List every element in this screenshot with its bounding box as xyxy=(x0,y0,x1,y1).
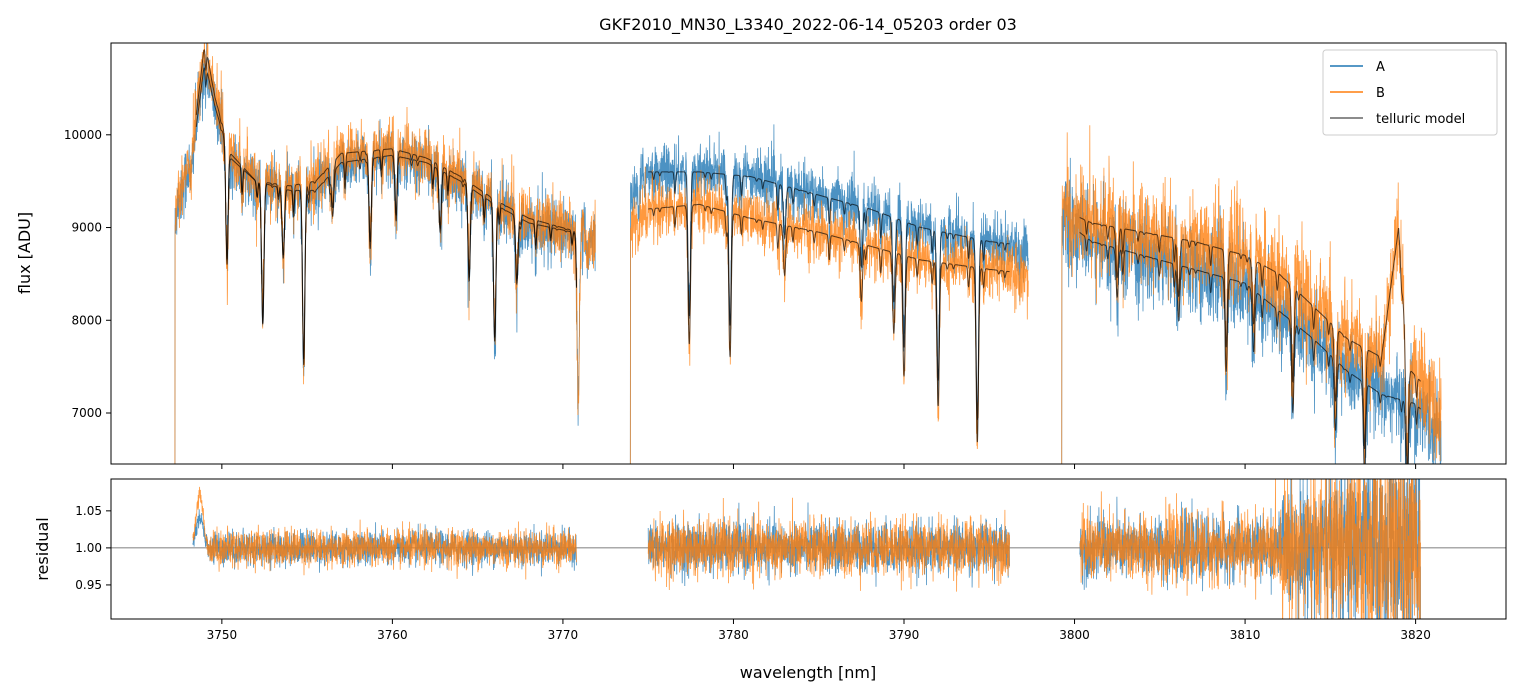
series-a-segment-1 xyxy=(174,43,596,464)
telluric-model-b-segment-3 xyxy=(1079,217,1421,464)
telluric-model-a-segment-3 xyxy=(1079,232,1421,464)
axes: 3750 3760 3770 3780 3790 3800 3810 3820 7000 8000… xyxy=(64,42,1507,642)
y-tick-label-residual: 0.95 xyxy=(75,578,102,592)
x-tick-label: 3780 xyxy=(718,628,749,642)
series-a-segment-2 xyxy=(629,124,1029,464)
telluric-model-b-segment-2 xyxy=(648,203,1010,443)
chart-title: GKF2010_MN30_L3340_2022-06-14_05203 orde… xyxy=(599,15,1017,35)
telluric-model-b-segment-1 xyxy=(195,49,577,360)
residual-b-segment-3 xyxy=(1079,479,1421,619)
series-b-segment-1 xyxy=(174,43,596,464)
y-tick-label-flux: 7000 xyxy=(71,406,102,420)
series-b-segment-2 xyxy=(629,164,1029,464)
residual-b-segment-2 xyxy=(647,497,1010,592)
x-tick-label: 3750 xyxy=(207,628,238,642)
legend: A B telluric model xyxy=(1322,49,1498,136)
legend-label-b: B xyxy=(1376,86,1385,101)
y-tick-label-flux: 9000 xyxy=(71,221,102,235)
x-tick-label: 3810 xyxy=(1230,628,1261,642)
legend-label-a: A xyxy=(1376,60,1385,75)
x-tick-label: 3760 xyxy=(377,628,408,642)
x-tick-label: 3770 xyxy=(548,628,579,642)
y-tick-label-flux: 8000 xyxy=(71,313,102,327)
flux-axes-frame xyxy=(110,42,1507,465)
residual-axes-frame xyxy=(110,478,1507,620)
y-tick-label-flux: 10000 xyxy=(64,128,102,142)
telluric-model-a-segment-2 xyxy=(648,171,1010,420)
x-tick-label: 3790 xyxy=(889,628,920,642)
x-axis-label: wavelength [nm] xyxy=(740,663,877,682)
x-tick-label: 3820 xyxy=(1400,628,1431,642)
y-tick-label-residual: 1.05 xyxy=(75,504,102,518)
series-b-segment-3 xyxy=(1061,125,1442,464)
y-axis-label-residual: residual xyxy=(33,517,52,580)
y-axis-label-flux: flux [ADU] xyxy=(15,212,34,294)
residual-b-segment-1 xyxy=(192,486,577,580)
x-tick-label: 3800 xyxy=(1059,628,1090,642)
flux-panel xyxy=(174,43,1442,464)
residual-panel xyxy=(111,479,1506,619)
y-tick-label-residual: 1.00 xyxy=(75,541,102,555)
legend-label-telluric-model: telluric model xyxy=(1376,112,1465,127)
